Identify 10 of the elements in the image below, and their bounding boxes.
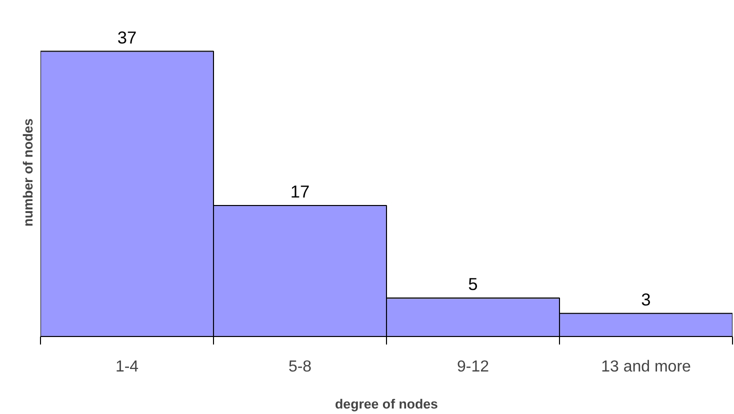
x-tick-label: 5-8	[288, 358, 312, 376]
x-axis-title: degree of nodes	[335, 396, 438, 412]
data-label: 37	[117, 27, 137, 48]
data-label: 3	[641, 289, 651, 310]
y-axis-title: number of nodes	[20, 118, 36, 227]
x-tick-label: 13 and more	[601, 358, 692, 376]
data-label: 5	[468, 274, 478, 294]
x-tick-label: 1-4	[115, 358, 139, 376]
x-tick-label: 9-12	[456, 358, 490, 376]
data-label: 17	[290, 181, 310, 202]
